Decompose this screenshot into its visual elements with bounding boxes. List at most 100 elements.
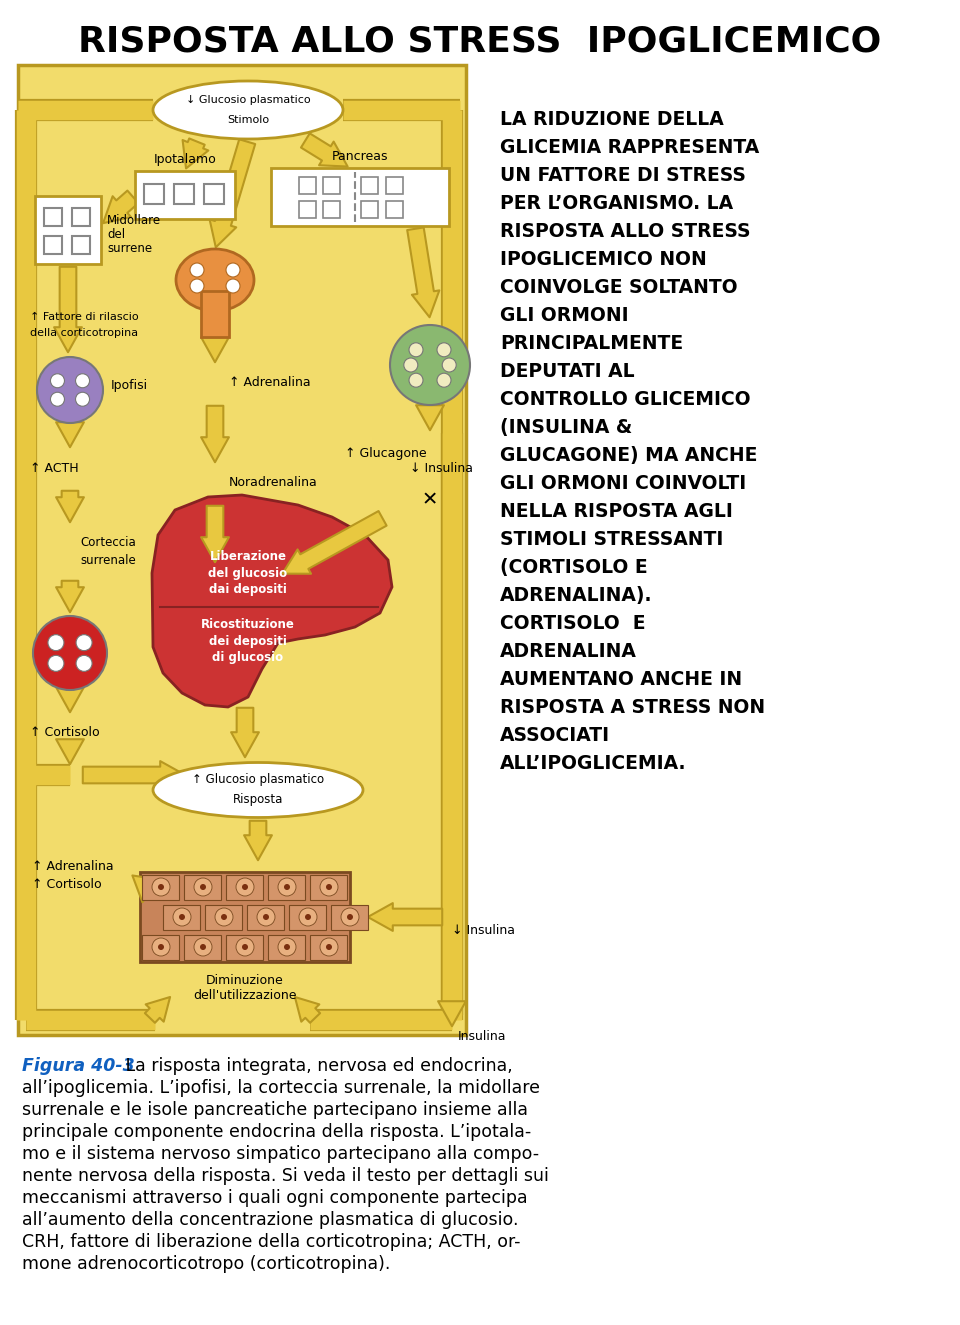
Text: meccanismi attraverso i quali ogni componente partecipa: meccanismi attraverso i quali ogni compo… [22,1189,528,1207]
FancyArrowPatch shape [145,996,170,1023]
Text: surrenale: surrenale [80,554,135,567]
Text: NELLA RISPOSTA AGLI: NELLA RISPOSTA AGLI [500,502,732,521]
Ellipse shape [176,249,254,311]
Bar [361,178,378,193]
Text: GLI ORMONI: GLI ORMONI [500,306,629,325]
Circle shape [437,374,451,387]
Circle shape [242,943,248,950]
Bar [44,208,62,227]
Bar [204,184,224,204]
Circle shape [76,392,89,407]
Text: Ipotalamo: Ipotalamo [154,152,216,166]
Text: Pancreas: Pancreas [332,150,388,163]
Circle shape [236,878,254,896]
Bar [135,171,235,219]
Bar [144,184,164,204]
Ellipse shape [153,81,343,139]
Circle shape [194,938,212,957]
Circle shape [320,878,338,896]
Text: ASSOCIATI: ASSOCIATI [500,726,611,745]
Text: CONTROLLO GLICEMICO: CONTROLLO GLICEMICO [500,390,751,409]
Circle shape [152,938,170,957]
Circle shape [347,914,353,920]
Circle shape [226,262,240,277]
FancyArrowPatch shape [407,228,440,317]
Circle shape [242,884,248,890]
Bar [142,935,179,961]
Circle shape [215,908,233,926]
FancyArrowPatch shape [132,876,160,902]
Text: ✕: ✕ [421,490,438,510]
Circle shape [221,914,227,920]
Bar [72,208,90,227]
Circle shape [404,358,418,372]
Text: (INSULINA &: (INSULINA & [500,417,633,437]
Bar [247,905,284,930]
Text: ↑ Cortisolo: ↑ Cortisolo [30,726,100,738]
Bar [299,201,316,219]
FancyArrowPatch shape [295,996,320,1023]
Text: ↓ Glucosio plasmatico: ↓ Glucosio plasmatico [185,95,310,105]
Text: IPOGLICEMICO NON: IPOGLICEMICO NON [500,250,707,269]
Text: ADRENALINA).: ADRENALINA). [500,586,653,606]
Bar [386,201,403,219]
FancyArrowPatch shape [209,139,255,248]
Bar [44,236,62,254]
Text: ↑ Glucagone: ↑ Glucagone [345,447,426,460]
Bar [226,935,263,961]
Bar [184,874,221,900]
Text: surrene: surrene [107,241,152,254]
Circle shape [278,938,296,957]
Text: AUMENTANO ANCHE IN: AUMENTANO ANCHE IN [500,670,742,689]
Bar [310,935,347,961]
FancyArrowPatch shape [56,580,84,612]
Circle shape [409,343,423,356]
FancyArrowPatch shape [83,761,185,788]
Bar [163,905,200,930]
Text: Corteccia: Corteccia [80,537,135,550]
Bar [323,178,340,193]
FancyArrowPatch shape [54,266,82,352]
Circle shape [320,938,338,957]
Bar [184,935,221,961]
Circle shape [158,943,164,950]
Circle shape [37,356,103,423]
Text: PRINCIPALMENTE: PRINCIPALMENTE [500,334,684,352]
Circle shape [305,914,311,920]
Text: UN FATTORE DI STRESS: UN FATTORE DI STRESS [500,166,746,186]
Circle shape [76,374,89,388]
Circle shape [200,884,206,890]
Text: Diminuzione: Diminuzione [206,974,284,987]
Bar [201,292,229,337]
Text: ↑ ACTH: ↑ ACTH [30,462,79,476]
FancyArrowPatch shape [56,490,84,522]
Text: all’aumento della concentrazione plasmatica di glucosio.: all’aumento della concentrazione plasmat… [22,1211,518,1230]
Circle shape [437,343,451,356]
Text: Ricostituzione: Ricostituzione [201,619,295,632]
FancyArrowPatch shape [56,739,84,765]
Text: ↑ Fattore di rilascio: ↑ Fattore di rilascio [30,311,138,322]
Circle shape [284,884,290,890]
Text: mo e il sistema nervoso simpatico partecipano alla compo-: mo e il sistema nervoso simpatico partec… [22,1145,540,1163]
Text: surrenale e le isole pancreatiche partecipano insieme alla: surrenale e le isole pancreatiche partec… [22,1101,528,1120]
Circle shape [341,908,359,926]
Text: dei depositi: dei depositi [209,635,287,648]
Text: STIMOLI STRESSANTI: STIMOLI STRESSANTI [500,530,724,549]
Circle shape [409,374,423,387]
Bar [35,196,101,264]
Text: ↓ Insulina: ↓ Insulina [452,924,515,937]
Circle shape [51,392,64,407]
Bar [289,905,326,930]
Circle shape [326,943,332,950]
Text: all’ipoglicemia. L’ipofisi, la corteccia surrenale, la midollare: all’ipoglicemia. L’ipofisi, la corteccia… [22,1079,540,1097]
Bar [268,935,305,961]
Text: GLUCAGONE) MA ANCHE: GLUCAGONE) MA ANCHE [500,447,757,465]
Text: Stimolo: Stimolo [227,115,269,125]
Polygon shape [152,496,392,708]
FancyArrowPatch shape [56,688,84,713]
Circle shape [443,358,456,372]
Text: dai depositi: dai depositi [209,583,287,595]
Text: principale componente endocrina della risposta. L’ipotala-: principale componente endocrina della ri… [22,1124,531,1141]
Text: CORTISOLO  E: CORTISOLO E [500,613,645,633]
Circle shape [51,374,64,388]
